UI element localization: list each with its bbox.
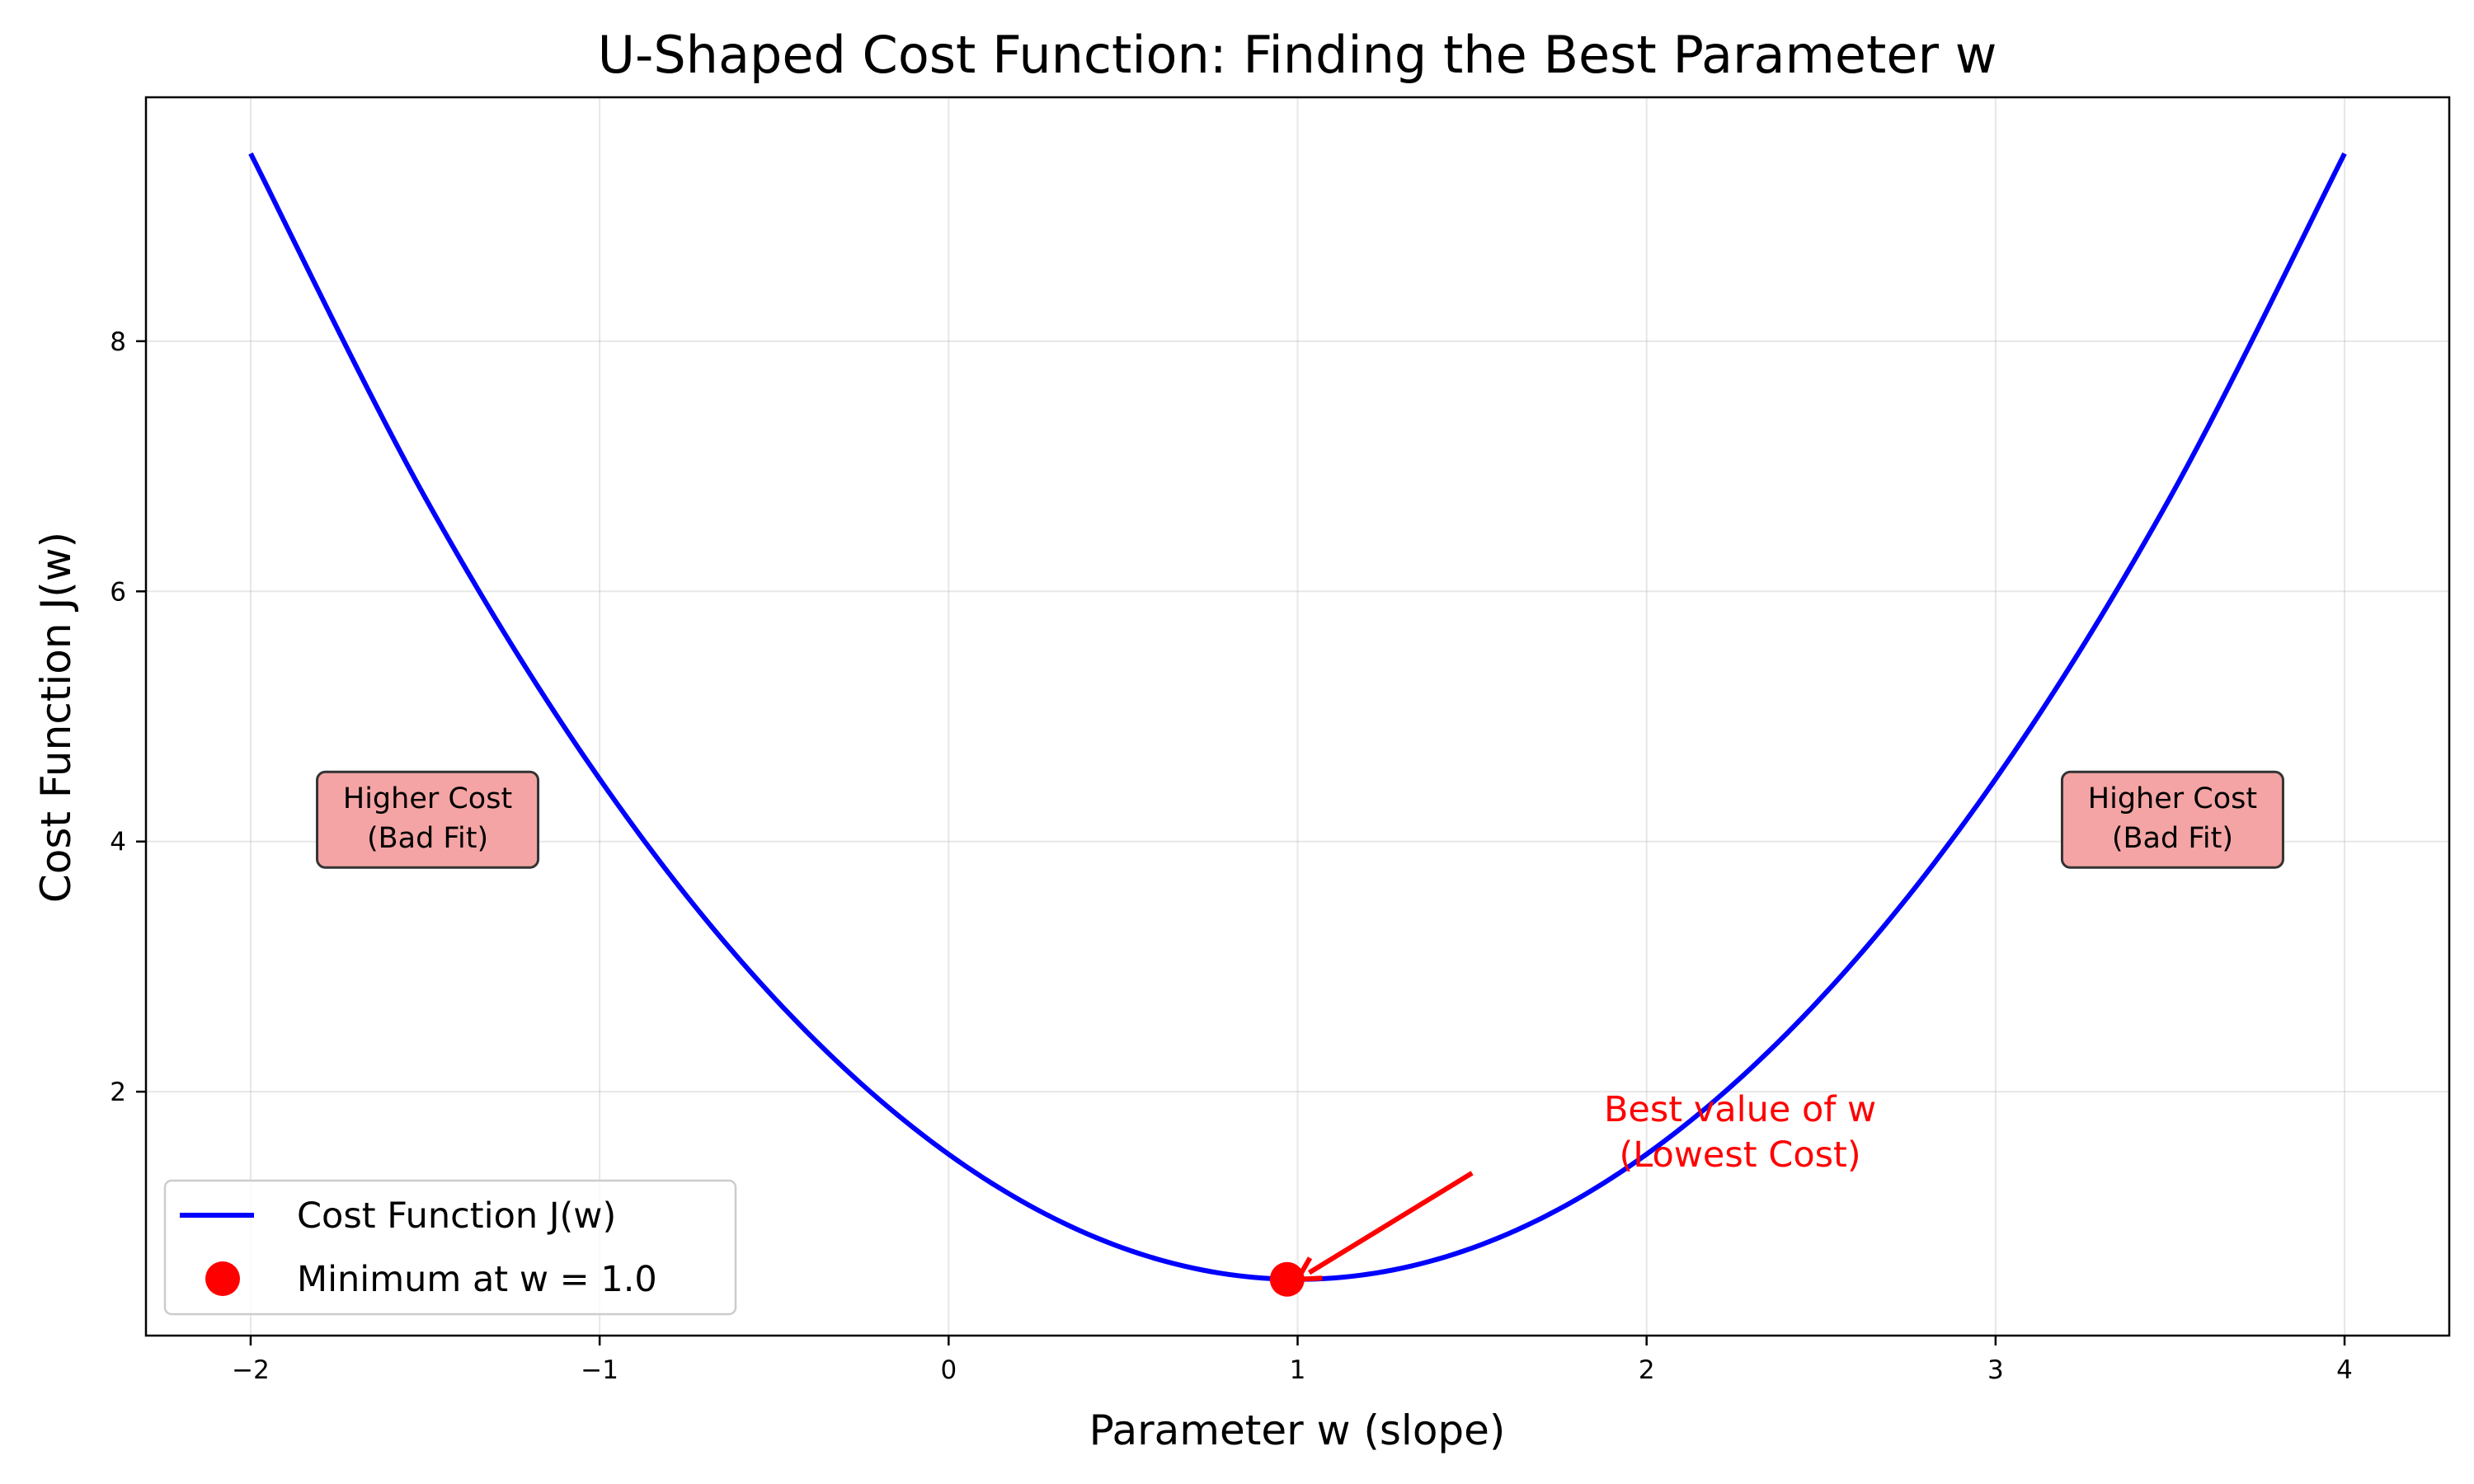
x-axis-label: Parameter w (slope) [1089,1407,1506,1454]
higher-cost-box-text: Higher Cost [343,782,512,815]
annotation-layer: Best value of w(Lowest Cost) Higher Cost (… [316,770,2284,1282]
x-tick-label: 2 [1639,1355,1655,1385]
annotation-arrowhead [1293,1256,1323,1282]
y-tick-label: 2 [110,1078,126,1107]
legend: Cost Function J(w) Minimum at w = 1.0 [163,1179,737,1316]
higher-cost-box [316,770,540,869]
legend-box [163,1179,737,1316]
x-tick-label: 3 [1987,1355,2004,1385]
annotation-arrow [1307,1171,1474,1275]
annotation-text: (Lowest Cost) [1619,1134,1860,1176]
x-tick-label: −2 [232,1355,270,1385]
y-tick-label: 8 [110,327,126,357]
chart-title: U-Shaped Cost Function: Finding the Best… [598,25,1997,85]
y-tick-label: 4 [110,828,126,857]
legend-swatch-minimum [205,1261,240,1296]
legend-label-cost-function: Cost Function J(w) [297,1195,616,1237]
y-tick-label: 6 [110,577,126,607]
higher-cost-box [2060,770,2284,869]
legend-label-minimum: Minimum at w = 1.0 [297,1259,657,1300]
y-axis-label: Cost Function J(w) [32,532,80,903]
ticks: −2 −1 0 1 2 3 4 2 4 6 8 [110,327,2353,1385]
x-tick-label: 4 [2336,1355,2353,1385]
higher-cost-box-text: (Bad Fit) [2112,822,2233,855]
x-tick-label: 0 [940,1355,957,1385]
x-tick-label: 1 [1290,1355,1306,1385]
higher-cost-box-text: (Bad Fit) [367,822,488,855]
annotation-text: Best value of w [1604,1089,1876,1130]
minimum-marker [1269,1261,1305,1297]
x-tick-label: −1 [581,1355,618,1385]
higher-cost-box-text: Higher Cost [2088,782,2257,815]
